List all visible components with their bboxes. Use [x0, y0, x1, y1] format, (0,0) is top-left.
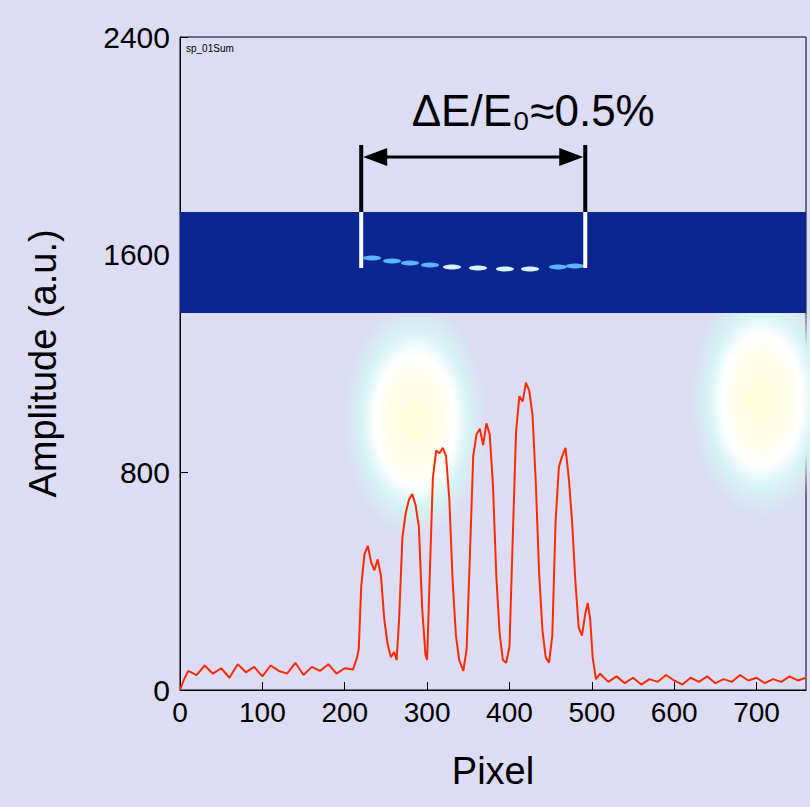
svg-text:100: 100: [239, 697, 286, 728]
svg-text:600: 600: [651, 697, 698, 728]
svg-text:Amplitude (a.u.): Amplitude (a.u.): [22, 229, 64, 497]
svg-text:1600: 1600: [103, 238, 170, 271]
svg-text:800: 800: [120, 456, 170, 489]
svg-text:400: 400: [486, 697, 533, 728]
svg-text:Pixel: Pixel: [452, 750, 534, 792]
svg-text:200: 200: [321, 697, 368, 728]
svg-text:2400: 2400: [103, 21, 170, 54]
svg-text:300: 300: [404, 697, 451, 728]
svg-text:500: 500: [568, 697, 615, 728]
svg-text:sp_01Sum: sp_01Sum: [186, 43, 234, 54]
svg-text:0: 0: [153, 674, 170, 707]
svg-text:0: 0: [172, 697, 188, 728]
svg-text:ΔE/E₀≈0.5%: ΔE/E₀≈0.5%: [412, 86, 655, 135]
svg-text:700: 700: [733, 697, 780, 728]
